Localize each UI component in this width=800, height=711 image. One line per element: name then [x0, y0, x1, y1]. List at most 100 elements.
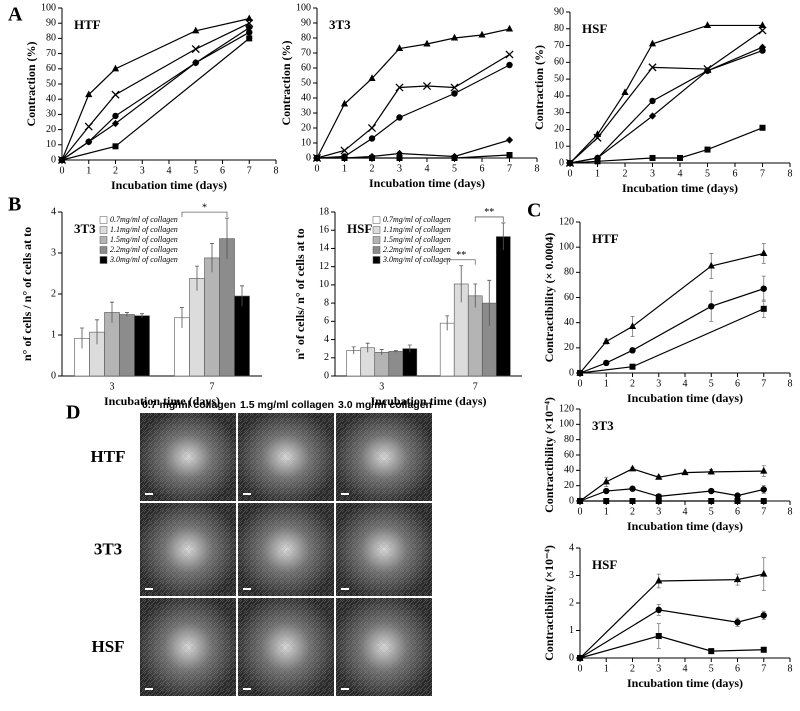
line [579, 252, 764, 374]
error-bar [459, 265, 464, 303]
marker [246, 29, 253, 36]
y-tick-label: 4 [569, 542, 574, 553]
y-tick-label: 4 [324, 334, 329, 345]
column-label: 0.7 mg/ml collagen [142, 399, 236, 411]
marker [577, 370, 583, 376]
y-tick-label: 100 [41, 2, 56, 13]
x-tick-label: 3 [656, 506, 661, 517]
marker [505, 136, 514, 144]
y-tick-label: 1 [569, 625, 574, 636]
x-axis-label: Incubation time (days) [622, 181, 738, 195]
x-tick-label: 2 [630, 378, 635, 389]
y-tick-label: 70 [301, 47, 311, 58]
x-tick-label: 6 [733, 168, 738, 179]
line [579, 635, 764, 659]
y-tick-label: 10 [46, 139, 56, 150]
x-tick-label: 8 [788, 168, 793, 179]
y-axis-label: Contraction (%) [279, 41, 293, 126]
marker [314, 155, 320, 161]
marker [112, 143, 119, 150]
chart-title: HTF [74, 17, 101, 32]
x-tick-label: 3 [656, 663, 661, 674]
marker [577, 498, 583, 504]
legend-label: 3.0mg/ml of collagen [109, 255, 178, 264]
marker [450, 33, 459, 41]
micrograph-texture [140, 598, 236, 696]
x-tick-label: 7 [761, 378, 766, 389]
panel-letter: C [527, 200, 541, 222]
x-tick-label: 4 [167, 165, 172, 176]
x-axis-label: Incubation time (days) [627, 676, 743, 690]
x-axis-label: Incubation time (days) [104, 394, 220, 408]
x-tick-label: 5 [709, 378, 714, 389]
significance-bracket [181, 211, 228, 218]
chart-title: HSF [347, 221, 372, 236]
x-tick-label: 0 [60, 165, 65, 176]
x-tick-label: 4 [683, 663, 688, 674]
y-tick-label: 16 [319, 225, 329, 236]
significance-label: ** [456, 250, 466, 261]
marker [629, 363, 636, 370]
error-bar [95, 319, 99, 345]
marker [628, 322, 637, 329]
marker [703, 21, 712, 28]
error-bar [125, 312, 129, 317]
marker [451, 90, 458, 97]
y-tick-label: 10 [554, 141, 564, 152]
marker [649, 97, 656, 105]
legend-label: 1.1mg/ml of collagen [383, 225, 451, 234]
bar [402, 348, 418, 377]
y-tick-label: 0 [51, 370, 56, 381]
error-bar [487, 279, 492, 326]
legend-swatch [372, 246, 381, 254]
marker [395, 83, 404, 92]
bar [189, 278, 205, 377]
marker [760, 612, 767, 619]
panel-letter: D [66, 402, 80, 424]
bar [374, 352, 390, 377]
panel-letter: B [8, 194, 21, 216]
x-tick-label: 4 [425, 163, 430, 174]
marker [649, 154, 656, 161]
y-tick-label: 20 [554, 124, 564, 135]
x-axis-label: Incubation time (days) [627, 391, 743, 405]
y-tick-label: 70 [554, 40, 564, 51]
marker [85, 138, 92, 145]
y-tick-label: 120 [559, 216, 574, 227]
y-axis-label: Contraction (%) [532, 45, 546, 130]
marker [246, 35, 253, 42]
x-tick-label: 2 [113, 165, 118, 176]
marker [760, 498, 767, 504]
bar [439, 322, 455, 377]
line [569, 24, 763, 164]
marker [648, 63, 657, 72]
marker [505, 24, 514, 32]
legend-label: 1.5mg/ml of collagen [110, 235, 178, 244]
y-tick-label: 4 [51, 206, 56, 217]
y-tick-label: 60 [564, 292, 574, 303]
line [317, 154, 510, 159]
legend-label: 2.2mg/ml of collagen [110, 245, 178, 254]
marker [733, 575, 742, 583]
marker [758, 26, 767, 35]
marker [655, 606, 662, 614]
x-tick-label: 2 [623, 168, 628, 179]
marker [602, 337, 610, 345]
x-tick-label: 7 [761, 663, 766, 674]
x-tick-label: 8 [788, 506, 793, 517]
marker [629, 347, 636, 354]
y-tick-label: 0 [559, 157, 564, 168]
error-bar [195, 265, 199, 291]
legend-swatch [372, 256, 381, 264]
x-tick-label: 3 [656, 378, 661, 389]
marker [368, 74, 376, 82]
x-tick-label: 1 [86, 165, 91, 176]
y-tick-label: 20 [564, 342, 574, 353]
marker [707, 467, 715, 475]
y-tick-label: 80 [46, 33, 56, 44]
marker [760, 569, 768, 577]
marker [704, 67, 711, 74]
marker [708, 487, 715, 495]
y-tick-label: 30 [46, 109, 56, 120]
